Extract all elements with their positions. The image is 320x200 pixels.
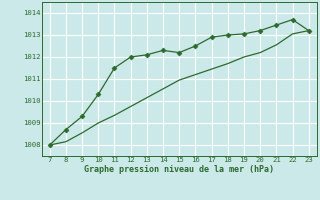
- X-axis label: Graphe pression niveau de la mer (hPa): Graphe pression niveau de la mer (hPa): [84, 165, 274, 174]
